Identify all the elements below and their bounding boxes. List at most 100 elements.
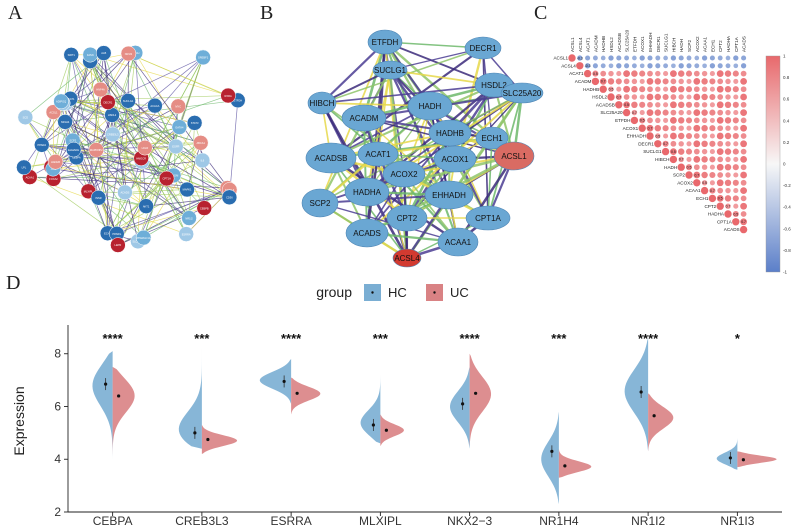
network-a-node[interactable]: DECR1 bbox=[100, 94, 116, 110]
network-b-node[interactable]: ACSL1 bbox=[493, 141, 535, 171]
corr-cell bbox=[654, 140, 662, 148]
corr-cell bbox=[623, 78, 630, 85]
network-b-edge bbox=[321, 84, 495, 104]
network-a-node[interactable]: IL6 bbox=[194, 152, 211, 169]
network-a-node[interactable]: MAPK8IP2 bbox=[88, 142, 105, 158]
network-a-node[interactable]: PPARGC1A bbox=[135, 229, 152, 246]
network-a-node[interactable]: NR1I3 bbox=[120, 45, 137, 62]
corr-column-label: SCP2 bbox=[687, 40, 692, 52]
network-b-node[interactable]: EHHADH bbox=[424, 180, 474, 210]
corr-cell bbox=[732, 195, 739, 202]
network-b-node[interactable]: ACADS bbox=[345, 218, 389, 248]
network-a-node[interactable]: STAT3 bbox=[186, 115, 203, 131]
network-a-node[interactable]: ALB bbox=[95, 45, 112, 61]
corr-cell bbox=[693, 117, 700, 124]
network-b-node[interactable]: SLC25A20 bbox=[500, 82, 544, 104]
network-b-node[interactable]: CPT2 bbox=[386, 204, 428, 232]
network-b-node[interactable]: ACADM bbox=[341, 104, 387, 132]
network-b-edge bbox=[377, 153, 408, 259]
network-a-node[interactable]: FASN bbox=[82, 46, 99, 63]
corr-cell bbox=[717, 78, 724, 85]
network-b-node[interactable]: HIBCH bbox=[307, 91, 337, 115]
network-a-node[interactable]: ABCA1 bbox=[192, 135, 209, 151]
network-a-node[interactable]: SREBF1 bbox=[195, 49, 211, 66]
corr-cell bbox=[740, 124, 747, 132]
network-b-node[interactable]: HADHB bbox=[428, 119, 472, 147]
network-a-node[interactable]: EGFR bbox=[168, 138, 184, 155]
network-a-node[interactable]: LPL bbox=[16, 159, 32, 176]
corr-cell bbox=[678, 156, 684, 163]
network-a-node[interactable]: NR1H4 bbox=[57, 114, 73, 130]
network-a-node[interactable]: ACACA bbox=[147, 97, 163, 114]
corr-cell bbox=[740, 187, 747, 194]
network-b-node[interactable]: ACSL4 bbox=[392, 248, 422, 268]
network-a-node[interactable]: CPT1A bbox=[158, 170, 175, 187]
network-b-node[interactable]: ECH1 bbox=[475, 126, 509, 150]
violin-uc bbox=[648, 393, 674, 452]
network-a-node[interactable]: CD36 bbox=[221, 189, 238, 206]
legend-item-hc[interactable]: HC bbox=[364, 284, 407, 301]
network-a-node[interactable]: LDLR bbox=[137, 139, 153, 156]
network-a-node[interactable]: INSR bbox=[90, 190, 107, 206]
network-a-node-label: EHHADH bbox=[68, 148, 79, 152]
network-b-node[interactable]: ACOX1 bbox=[433, 145, 477, 173]
network-a-node[interactable]: CREB3L3 bbox=[104, 126, 121, 143]
violin-group[interactable] bbox=[259, 359, 321, 415]
network-a-node[interactable]: LEPR bbox=[110, 237, 126, 253]
network-b-node[interactable]: ACOX2 bbox=[382, 160, 426, 188]
network-b-node[interactable]: HADHA bbox=[344, 177, 390, 207]
network-a-node[interactable]: AKT1 bbox=[138, 198, 154, 214]
network-a-node[interactable]: SCD bbox=[17, 109, 34, 126]
violin-group[interactable] bbox=[92, 351, 135, 460]
corr-cell bbox=[663, 71, 669, 77]
network-a-node-label: EGFR bbox=[172, 145, 179, 149]
network-a-node[interactable]: EHHADH bbox=[65, 141, 82, 158]
corr-column-label: SLC25A20 bbox=[625, 29, 630, 52]
corr-cell bbox=[740, 171, 747, 179]
corr-cell bbox=[686, 110, 692, 116]
network-a-node-label: RXRA bbox=[224, 94, 231, 98]
network-b-node[interactable]: DECR1 bbox=[464, 36, 502, 60]
corr-cell bbox=[733, 63, 739, 69]
network-a-edge bbox=[65, 102, 118, 234]
network-b-node[interactable]: SCP2 bbox=[301, 188, 339, 218]
network-a-node[interactable]: SIRT1 bbox=[63, 47, 79, 63]
legend-item-uc[interactable]: UC bbox=[426, 284, 469, 301]
network-a-node-label: ALB bbox=[101, 51, 106, 55]
corr-cell bbox=[677, 117, 685, 124]
network-a-node[interactable]: ACADS bbox=[117, 184, 133, 201]
corr-cell bbox=[740, 148, 747, 155]
network-a-node[interactable]: SUCLG1 bbox=[120, 93, 136, 109]
network-b-node[interactable]: HADH bbox=[407, 91, 453, 121]
network-a-node[interactable]: GATA4 bbox=[171, 119, 188, 135]
network-b-node[interactable]: CPT1A bbox=[465, 205, 511, 231]
violin-group[interactable] bbox=[178, 348, 238, 454]
violin-group[interactable] bbox=[624, 337, 674, 452]
network-b-node[interactable]: SUCLG1 bbox=[372, 60, 408, 80]
network-a-node[interactable]: HNF4A bbox=[92, 81, 109, 98]
violin-group[interactable] bbox=[450, 353, 492, 449]
network-b-node[interactable]: ACAA1 bbox=[437, 227, 479, 257]
corr-cell bbox=[701, 148, 708, 155]
legend-dot bbox=[433, 291, 436, 294]
violin-group[interactable] bbox=[541, 411, 592, 505]
network-a-node[interactable]: HADHB bbox=[47, 154, 64, 170]
network-a-node[interactable]: MAPK1 bbox=[179, 181, 195, 198]
network-a-node[interactable]: NR1I2 bbox=[181, 210, 197, 226]
network-a-node[interactable]: ESRRA bbox=[178, 226, 194, 242]
violin-group[interactable] bbox=[360, 374, 404, 447]
corr-cell bbox=[677, 70, 685, 77]
corr-cell bbox=[701, 133, 708, 139]
network-a-node[interactable]: PPARG bbox=[109, 226, 125, 242]
network-b-node[interactable]: ETFDH bbox=[367, 29, 403, 55]
network-a-node[interactable]: ADIPOQ bbox=[53, 93, 69, 110]
network-a-node[interactable]: RXRA bbox=[220, 87, 236, 104]
network-a-node[interactable]: PPARA bbox=[34, 137, 50, 153]
network-a-node[interactable]: MYC bbox=[170, 98, 186, 115]
network-b-node[interactable]: ACAT1 bbox=[357, 141, 399, 167]
network-a-node-label: SCP2 bbox=[69, 139, 76, 143]
network-a-node[interactable]: CEBPB bbox=[196, 200, 213, 216]
violin-hc bbox=[450, 366, 470, 449]
violin-group[interactable] bbox=[716, 438, 777, 470]
network-b-node[interactable]: ACADSB bbox=[305, 142, 357, 174]
